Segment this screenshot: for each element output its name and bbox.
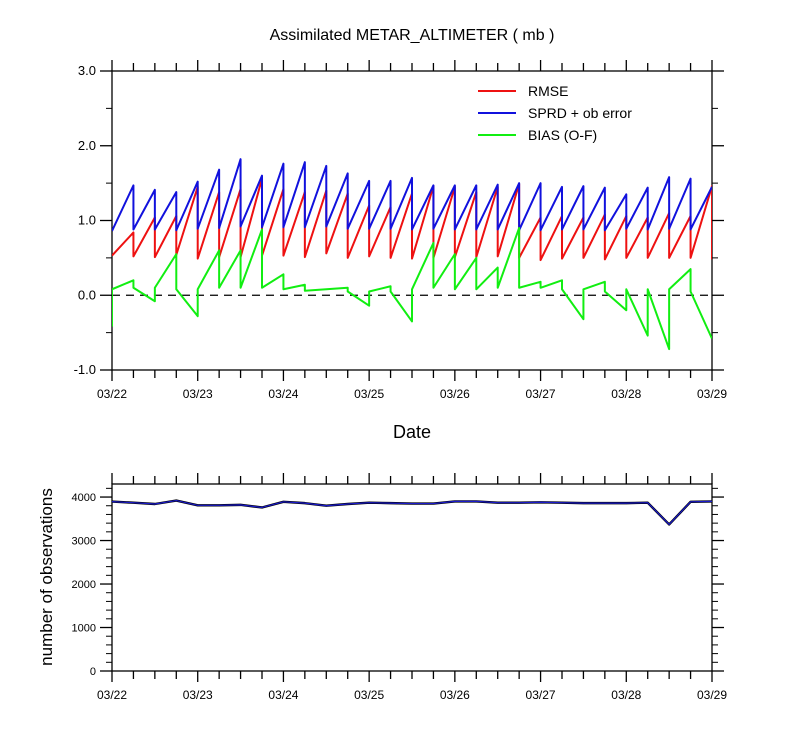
legend-label: RMSE — [528, 83, 568, 99]
y-tick-label: -1.0 — [74, 362, 96, 377]
x-tick-label: 03/25 — [354, 387, 384, 401]
x-tick-label: 03/29 — [697, 387, 727, 401]
y-axis-label: number of observations — [37, 488, 56, 666]
x-tick-label: 03/23 — [183, 688, 213, 702]
y-tick-label: 2000 — [72, 579, 96, 591]
legend-label: BIAS (O-F) — [528, 127, 597, 143]
x-tick-label: 03/26 — [440, 688, 470, 702]
y-tick-label: 3000 — [72, 536, 96, 548]
x-tick-label: 03/22 — [97, 688, 127, 702]
legend: RMSE SPRD + ob error BIAS (O-F) — [478, 83, 632, 143]
y-tick-label: 3.0 — [78, 63, 96, 78]
plot-frame — [111, 483, 713, 672]
legend-label: SPRD + ob error — [528, 105, 632, 121]
y-tick-label: 1000 — [72, 623, 96, 635]
observation-count-plot: 03/22 03/23 03/24 03/25 03/26 03/27 03/28 03/29… — [72, 473, 727, 702]
series-line-sprd-ob-error — [112, 158, 712, 232]
x-tick-label: 03/26 — [440, 387, 470, 401]
y-tick-label: 0.0 — [78, 287, 96, 302]
y-tick-label: 4000 — [72, 492, 96, 504]
x-tick-label: 03/25 — [354, 688, 384, 702]
x-tick-label: 03/27 — [526, 387, 556, 401]
x-tick-label: 03/24 — [268, 688, 298, 702]
x-tick-label: 03/22 — [97, 387, 127, 401]
x-tick-label: 03/28 — [611, 688, 641, 702]
chart-title: Assimilated METAR_ALTIMETER ( mb ) — [270, 27, 555, 44]
x-tick-label: 03/24 — [268, 387, 298, 401]
x-axis-label: Date — [393, 422, 431, 442]
y-tick-label: 1.0 — [78, 213, 96, 228]
x-tick-label: 03/29 — [697, 688, 727, 702]
x-tick-label: 03/28 — [611, 387, 641, 401]
x-tick-label: 03/27 — [526, 688, 556, 702]
y-tick-label: 2.0 — [78, 138, 96, 153]
y-tick-label: 0 — [90, 666, 96, 678]
x-tick-label: 03/23 — [183, 387, 213, 401]
bias-rmse-plot: 03/22 03/23 03/24 03/25 03/26 03/27 03/28 03/29… — [74, 60, 727, 401]
series-line-overlay — [112, 499, 712, 526]
series-line-bias-o-f — [112, 226, 712, 351]
